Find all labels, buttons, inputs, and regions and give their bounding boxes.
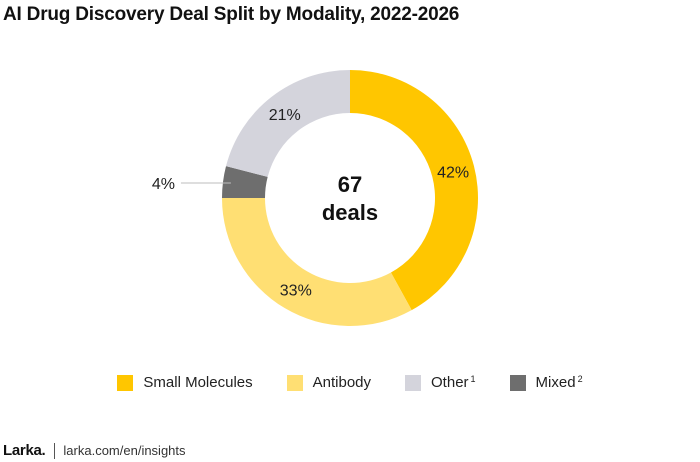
legend-footnote: 1 xyxy=(470,373,476,384)
legend-item-mixed: Mixed 2 xyxy=(509,373,583,391)
legend-label: Small Molecules xyxy=(143,374,253,391)
legend-label: Mixed xyxy=(535,374,576,391)
legend-item-antibody: Antibody xyxy=(286,374,372,391)
legend-label: Other xyxy=(431,374,469,391)
legend-swatch xyxy=(286,374,303,391)
legend-item-small-molecules: Small Molecules xyxy=(117,374,253,391)
slice-label-other: 21% xyxy=(269,107,301,124)
donut-slices xyxy=(222,70,478,326)
slice-other xyxy=(226,70,350,177)
footer-divider xyxy=(54,442,56,459)
legend-item-other: Other 1 xyxy=(405,374,476,391)
footer-link[interactable]: larka.com/en/insights xyxy=(63,443,186,458)
slice-antibody xyxy=(222,198,412,326)
slice-label-antibody: 33% xyxy=(280,283,312,300)
brand-logo: Larka. xyxy=(3,442,46,459)
slice-label-small-molecules: 42% xyxy=(437,165,469,182)
legend: Small Molecules Antibody Other 1 Mixed 2 xyxy=(0,374,700,391)
donut-chart: 42% 33% 4% 21% 67 deals xyxy=(152,70,478,326)
legend-swatch xyxy=(117,374,134,391)
slice-small-molecules xyxy=(350,70,478,311)
slice-labels: 42% 33% 4% 21% xyxy=(152,107,469,300)
legend-swatch xyxy=(509,374,526,391)
footer: Larka. larka.com/en/insights xyxy=(3,442,186,459)
legend-label: Antibody xyxy=(312,374,372,391)
slice-mixed xyxy=(222,166,268,198)
chart-title: AI Drug Discovery Deal Split by Modality… xyxy=(3,4,460,25)
center-value: 67 xyxy=(338,172,362,197)
legend-swatch xyxy=(405,374,422,391)
legend-footnote: 2 xyxy=(577,373,583,384)
center-unit: deals xyxy=(322,200,378,225)
slice-label-mixed: 4% xyxy=(152,176,175,193)
